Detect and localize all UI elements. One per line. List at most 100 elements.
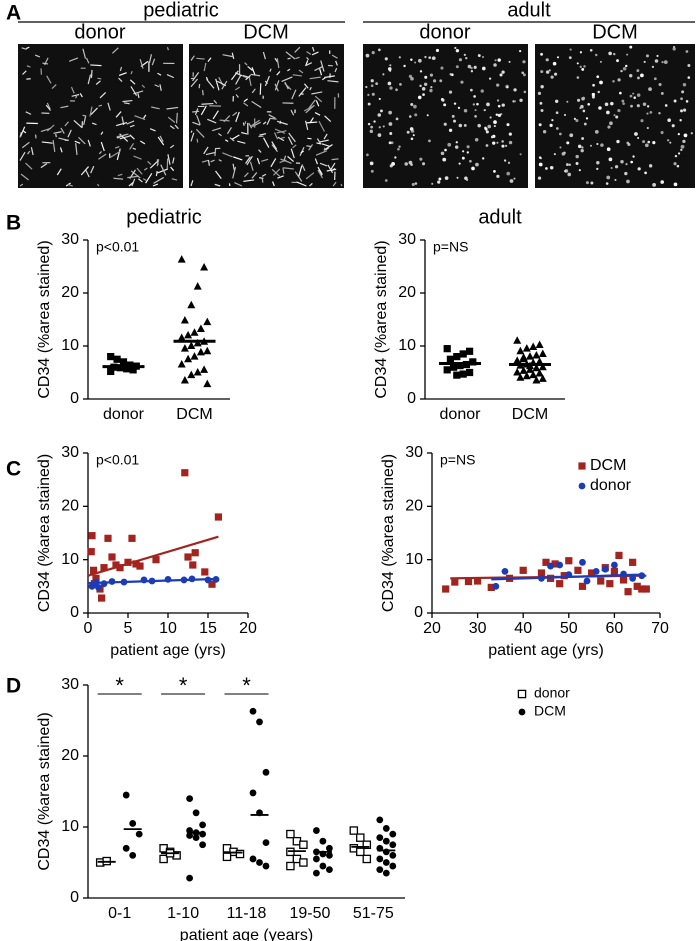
point [529,370,538,379]
capillary [422,162,426,166]
point [513,356,522,364]
capillary [585,117,589,120]
capillary [660,180,665,184]
capillary [334,67,338,73]
capillary [439,79,443,83]
capillary [614,178,617,181]
capillary [488,77,492,80]
capillary [550,75,554,79]
capillary [316,142,321,145]
capillary [664,104,668,107]
capillary [418,58,422,63]
capillary [366,153,369,157]
point [464,577,473,586]
capillary [409,127,414,131]
point [389,862,397,870]
point [190,328,199,336]
capillary [314,65,324,72]
capillary [156,159,160,167]
capillary [82,48,87,59]
capillary [276,120,288,126]
capillary [67,183,73,187]
capillary [64,121,69,127]
capillary [414,113,418,117]
capillary [482,157,485,160]
capillary [637,136,640,140]
capillary [306,56,310,61]
capillary [492,141,496,145]
capillary [522,73,526,77]
x-tick-label: 20 [423,620,441,637]
capillary [87,74,92,85]
capillary [617,108,621,113]
capillary [412,134,415,137]
capillary [424,55,427,59]
capillary [645,54,649,58]
capillary [259,133,267,136]
capillary [242,74,249,78]
point [180,344,189,352]
capillary [608,157,613,162]
capillary [195,128,205,138]
capillary [256,157,261,165]
capillary [548,69,551,72]
capillary [75,94,78,99]
capillary [649,111,653,114]
point [124,558,132,566]
point [286,829,295,839]
y-tick-label: 30 [61,231,79,248]
legend-marker [518,708,526,716]
point [249,707,257,715]
capillary [394,156,397,159]
capillary [129,124,135,128]
capillary [575,162,579,165]
capillary [461,156,465,160]
capillary [443,103,447,107]
capillary [604,102,609,107]
capillary [448,90,453,94]
capillary [60,105,69,109]
capillary [311,51,319,56]
y-tick-label: 10 [61,337,79,354]
capillary [549,166,554,170]
capillary [283,155,287,161]
point [538,374,547,382]
capillary [591,95,595,99]
capillary [377,113,382,117]
y-tick-label: 0 [70,889,79,906]
point [597,577,605,585]
capillary [90,64,102,67]
capillary [292,144,297,149]
capillary [200,105,207,116]
capillary [683,133,688,138]
point [579,558,586,566]
capillary [139,58,144,69]
point [222,852,232,862]
capillary [287,68,291,72]
point [113,355,121,363]
capillary [30,147,34,156]
capillary [274,80,280,91]
capillary [382,125,385,128]
capillary [116,133,129,138]
point [532,375,541,384]
capillary [673,162,677,166]
capillary [290,109,295,116]
capillary [226,127,232,135]
capillary [453,119,457,123]
point [326,844,333,852]
capillary [621,99,625,103]
capillary [614,165,619,169]
capillary [99,92,107,99]
capillary [114,146,120,149]
capillary [506,171,511,176]
capillary [309,117,314,124]
point [313,869,320,877]
capillary [271,144,278,153]
capillary [422,93,425,96]
point [459,350,467,358]
point [92,574,100,582]
capillary [391,161,395,166]
capillary [497,113,501,117]
capillary [90,165,95,174]
